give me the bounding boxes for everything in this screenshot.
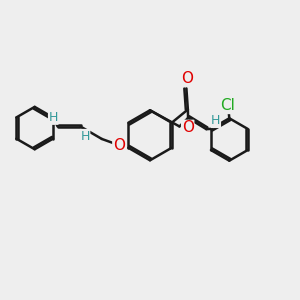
Text: H: H bbox=[211, 114, 220, 128]
Text: O: O bbox=[182, 120, 194, 135]
Text: H: H bbox=[80, 130, 90, 142]
Text: H: H bbox=[49, 111, 58, 124]
Text: Cl: Cl bbox=[220, 98, 235, 113]
Text: O: O bbox=[113, 138, 125, 153]
Text: O: O bbox=[181, 71, 193, 86]
